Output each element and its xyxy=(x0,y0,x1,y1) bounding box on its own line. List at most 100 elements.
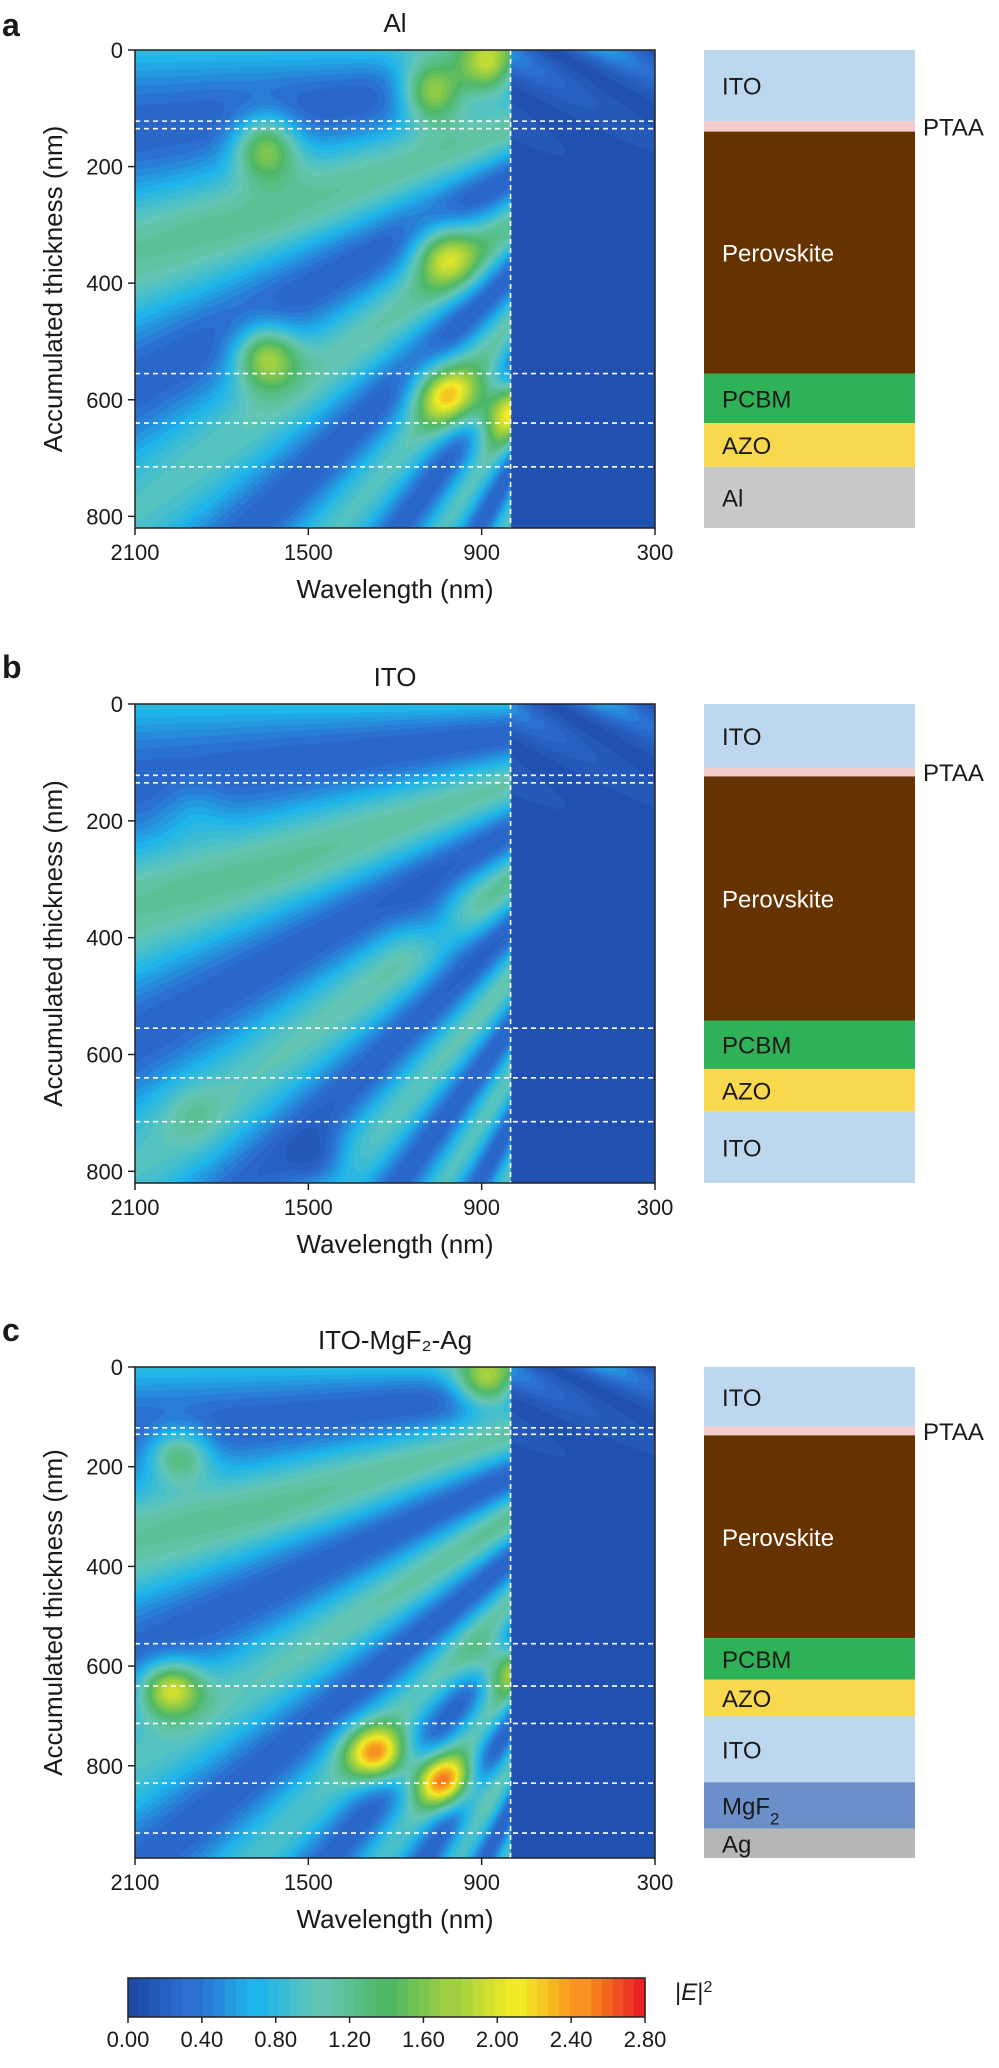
chart-title: ITO-MgF₂-Ag xyxy=(318,1325,472,1355)
colorbar-segment xyxy=(214,1978,226,2017)
colorbar-frame xyxy=(127,1977,646,2018)
field-map xyxy=(135,50,655,528)
y-tick-label: 200 xyxy=(86,1455,123,1480)
field-map xyxy=(135,1367,655,1858)
colorbar-tick-label: 2.80 xyxy=(624,2027,667,2052)
plot-frame xyxy=(134,703,656,1184)
layer-stack: ITO PTAA Perovskite PCBM AZO Al xyxy=(704,50,984,528)
y-tick-label: 600 xyxy=(86,1654,123,1679)
layer-perovskite xyxy=(704,776,915,1021)
colorbar-segment xyxy=(268,1978,280,2017)
colorbar-tick-label: 1.20 xyxy=(328,2027,371,2052)
colorbar-segment xyxy=(138,1978,151,2017)
colorbar-segment xyxy=(526,1978,538,2017)
chart-title: Al xyxy=(383,8,406,38)
y-tick-label: 0 xyxy=(111,38,123,63)
colorbar-label: |E|2 xyxy=(675,1979,712,2007)
colorbar-segment xyxy=(278,1978,291,2017)
colorbar-segment xyxy=(321,1978,334,2017)
layer-perovskite xyxy=(704,1435,915,1639)
colorbar-segment xyxy=(418,1978,431,2017)
layer-label: ITO xyxy=(722,1737,762,1764)
x-tick-label: 1500 xyxy=(284,1870,333,1895)
colorbar-segment xyxy=(461,1978,474,2017)
layer-label: ITO xyxy=(722,74,762,101)
colorbar-segment xyxy=(354,1978,366,2017)
colorbar-segment xyxy=(569,1978,581,2017)
panel-c: c ITO-MgF₂-Ag 2100 1500 900 300 0 200 400 600 800 W… xyxy=(2,1312,984,1934)
x-tick-label: 300 xyxy=(637,540,674,565)
layer-pcbm xyxy=(704,1020,915,1069)
colorbar: 0.00 0.40 0.80 1.20 1.60 2.00 2.40 2.80 |E|2 xyxy=(107,1977,712,2052)
colorbar-segment xyxy=(440,1978,452,2017)
layer-perovskite xyxy=(704,131,915,374)
x-axis-label: Wavelength (nm) xyxy=(297,1229,494,1259)
colorbar-segment xyxy=(149,1978,161,2017)
layer-ito xyxy=(704,1367,915,1427)
layer-label: Perovskite xyxy=(722,886,834,913)
colorbar-segment xyxy=(257,1978,269,2017)
x-tick-label: 300 xyxy=(637,1870,674,1895)
layer-label: AZO xyxy=(722,433,771,460)
layer-azo xyxy=(704,1068,915,1112)
x-tick-label: 2100 xyxy=(111,540,160,565)
layer-label: Al xyxy=(722,485,743,512)
layer-label: PCBM xyxy=(722,1033,791,1060)
y-tick-label: 0 xyxy=(111,692,123,717)
layer-ptaa xyxy=(704,121,915,132)
colorbar-tick-label: 0.40 xyxy=(180,2027,223,2052)
x-tick-label: 1500 xyxy=(284,1195,333,1220)
colorbar-tick-label: 1.60 xyxy=(402,2027,445,2052)
colorbar-segment xyxy=(246,1978,258,2017)
plot-frame xyxy=(134,1366,656,1859)
colorbar-segment xyxy=(472,1978,485,2017)
colorbar-segment xyxy=(386,1978,398,2017)
layer-ptaa xyxy=(704,1426,915,1436)
colorbar-segment xyxy=(181,1978,194,2017)
colorbar-segment xyxy=(224,1978,237,2017)
layer-ptaa xyxy=(704,767,915,777)
layer-pcbm xyxy=(704,1638,915,1680)
x-tick-label: 900 xyxy=(463,1195,500,1220)
panel-letter: a xyxy=(2,7,20,43)
colorbar-segment xyxy=(537,1978,549,2017)
layer-label: Ag xyxy=(722,1831,751,1858)
colorbar-segment xyxy=(192,1978,204,2017)
colorbar-segment xyxy=(504,1978,517,2017)
colorbar-segment xyxy=(558,1978,571,2017)
layer-azo xyxy=(704,423,915,467)
colorbar-segment xyxy=(451,1978,463,2017)
layer-label: PTAA xyxy=(923,1419,984,1446)
layer-label: PTAA xyxy=(923,760,984,787)
layer-stack: ITO PTAA Perovskite PCBM AZO ITO MgF2 Ag xyxy=(704,1367,984,1858)
colorbar-segment xyxy=(515,1978,528,2017)
colorbar-segment xyxy=(343,1978,355,2017)
colorbar-segment xyxy=(591,1978,603,2017)
colorbar-segment xyxy=(494,1978,506,2017)
x-axis-label: Wavelength (nm) xyxy=(297,1904,494,1934)
y-axis-label: Accumulated thickness (nm) xyxy=(38,780,68,1107)
field-map xyxy=(135,704,655,1183)
layer-label: AZO xyxy=(722,1078,771,1105)
colorbar-segment xyxy=(300,1978,312,2017)
layer-label: PCBM xyxy=(722,386,791,413)
layer-stack: ITO PTAA Perovskite PCBM AZO ITO xyxy=(704,704,984,1183)
colorbar-segment xyxy=(364,1978,377,2017)
colorbar-segment xyxy=(408,1978,420,2017)
y-tick-label: 200 xyxy=(86,809,123,834)
chart-title: ITO xyxy=(374,662,417,692)
x-tick-label: 900 xyxy=(463,540,500,565)
colorbar-tick-label: 0.00 xyxy=(107,2027,150,2052)
colorbar-segment xyxy=(580,1978,592,2017)
y-tick-label: 800 xyxy=(86,1754,123,1779)
layer-label: Perovskite xyxy=(722,1525,834,1552)
colorbar-segment xyxy=(483,1978,495,2017)
layer-label: ITO xyxy=(722,724,762,751)
colorbar-segment xyxy=(548,1978,560,2017)
layer-label: PTAA xyxy=(923,114,984,141)
layer-ito xyxy=(704,1111,915,1183)
colorbar-segment xyxy=(601,1978,614,2017)
layer-al xyxy=(704,466,915,528)
